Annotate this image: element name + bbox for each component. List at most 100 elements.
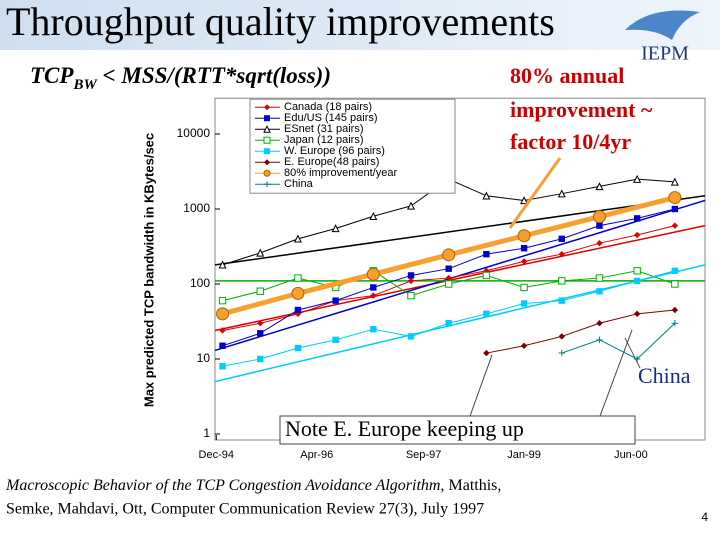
point — [219, 342, 226, 349]
legend-marker — [264, 148, 270, 155]
point — [671, 306, 679, 314]
citation-line: Macroscopic Behavior of the TCP Congesti… — [5, 477, 501, 494]
point — [558, 297, 565, 304]
point — [596, 336, 603, 344]
logo-shape — [625, 10, 700, 40]
point — [218, 260, 227, 269]
trend-line — [214, 195, 706, 266]
formula-subscript: BW — [72, 77, 98, 93]
point — [520, 258, 528, 265]
point — [558, 349, 565, 357]
point — [671, 320, 679, 327]
logo: IEPM — [625, 10, 700, 65]
note-pointer — [469, 354, 493, 417]
x-tick-label: Jan-99 — [507, 449, 541, 461]
logo-text: IEPM — [641, 43, 689, 65]
legend-label: W. Europe (96 pairs) — [284, 145, 385, 157]
legend-label: China — [284, 178, 314, 190]
point — [445, 274, 452, 282]
point — [482, 271, 491, 280]
point — [257, 355, 264, 363]
chart: 1 10 100 1000 10000 Dec-94 Apr-96 Sep-97 Jan-99 J… — [141, 97, 706, 461]
point — [596, 288, 603, 295]
legend-marker — [264, 104, 270, 111]
point — [331, 224, 340, 233]
formula: TCPBW < MSS/(RTT*sqrt(loss)) — [30, 63, 331, 93]
point — [483, 349, 490, 357]
y-tick-label: 100 — [190, 276, 210, 290]
point — [517, 229, 531, 243]
point — [633, 215, 641, 222]
legend-box — [249, 98, 456, 194]
legend-label: Japan (12 pairs) — [284, 134, 364, 146]
point — [407, 277, 415, 285]
note-text: Note E. Europe keeping up — [285, 416, 524, 441]
point — [291, 286, 305, 300]
point — [366, 267, 380, 281]
point — [370, 292, 377, 299]
point — [445, 320, 452, 327]
point — [256, 248, 265, 257]
point — [442, 248, 456, 262]
point — [596, 222, 603, 229]
point — [293, 234, 302, 243]
slide-title: Throughput quality improvements — [6, 0, 555, 44]
point — [558, 277, 566, 285]
point — [407, 291, 415, 300]
point — [596, 320, 603, 327]
citation-rest: , Matthis, — [440, 477, 501, 494]
note-pointer — [599, 329, 633, 417]
point — [633, 267, 641, 275]
point — [294, 344, 302, 352]
y-tick-label: 10000 — [177, 126, 211, 140]
header-band — [0, 0, 720, 50]
point — [558, 333, 565, 340]
point — [406, 201, 416, 210]
y-axis-label: Max predicted TCP bandwidth in KBytes/se… — [141, 133, 156, 407]
annotation-pointer — [508, 157, 562, 229]
point — [558, 235, 565, 243]
legend-label: Canada (18 pairs) — [284, 101, 372, 113]
formula-main: TCP — [30, 63, 74, 88]
x-tick-label: Apr-96 — [300, 449, 333, 461]
point — [257, 320, 264, 327]
legend-label: E. Europe(48 pairs) — [284, 156, 379, 168]
series-line — [561, 322, 676, 360]
point — [671, 267, 679, 274]
point — [294, 274, 302, 282]
legend-marker — [263, 169, 271, 177]
point — [596, 239, 603, 247]
point — [520, 283, 528, 292]
y-tick-label: 1000 — [183, 201, 210, 215]
point — [444, 280, 453, 288]
annotation-line: 80% annual — [510, 63, 624, 88]
point — [483, 250, 490, 258]
point — [668, 191, 682, 205]
legend-marker — [264, 181, 270, 188]
legend-label: 80% improvement/year — [284, 167, 397, 179]
point — [482, 191, 491, 200]
point — [595, 182, 604, 191]
point — [332, 297, 339, 304]
x-tick-label: Sep-97 — [406, 449, 441, 461]
point — [294, 306, 302, 314]
legend-marker — [263, 136, 271, 144]
point — [257, 330, 264, 337]
y-tick-label: 1 — [203, 426, 210, 440]
point — [445, 265, 452, 272]
legend-marker — [263, 125, 271, 133]
point — [483, 310, 490, 318]
point — [671, 205, 679, 213]
legend-marker — [264, 115, 270, 122]
point — [256, 287, 264, 295]
citation-title: Macroscopic Behavior of the TCP Congesti… — [5, 477, 440, 494]
point — [671, 222, 679, 229]
legend-label: Edu/US (145 pairs) — [284, 112, 378, 124]
page-number: 4 — [701, 510, 708, 524]
annotation-line: improvement ~ — [510, 97, 653, 122]
point — [633, 277, 641, 285]
citation-line: Semke, Mahdavi, Ott, Computer Communicat… — [6, 501, 484, 518]
point — [520, 245, 528, 252]
point — [219, 327, 226, 334]
point — [520, 342, 528, 349]
